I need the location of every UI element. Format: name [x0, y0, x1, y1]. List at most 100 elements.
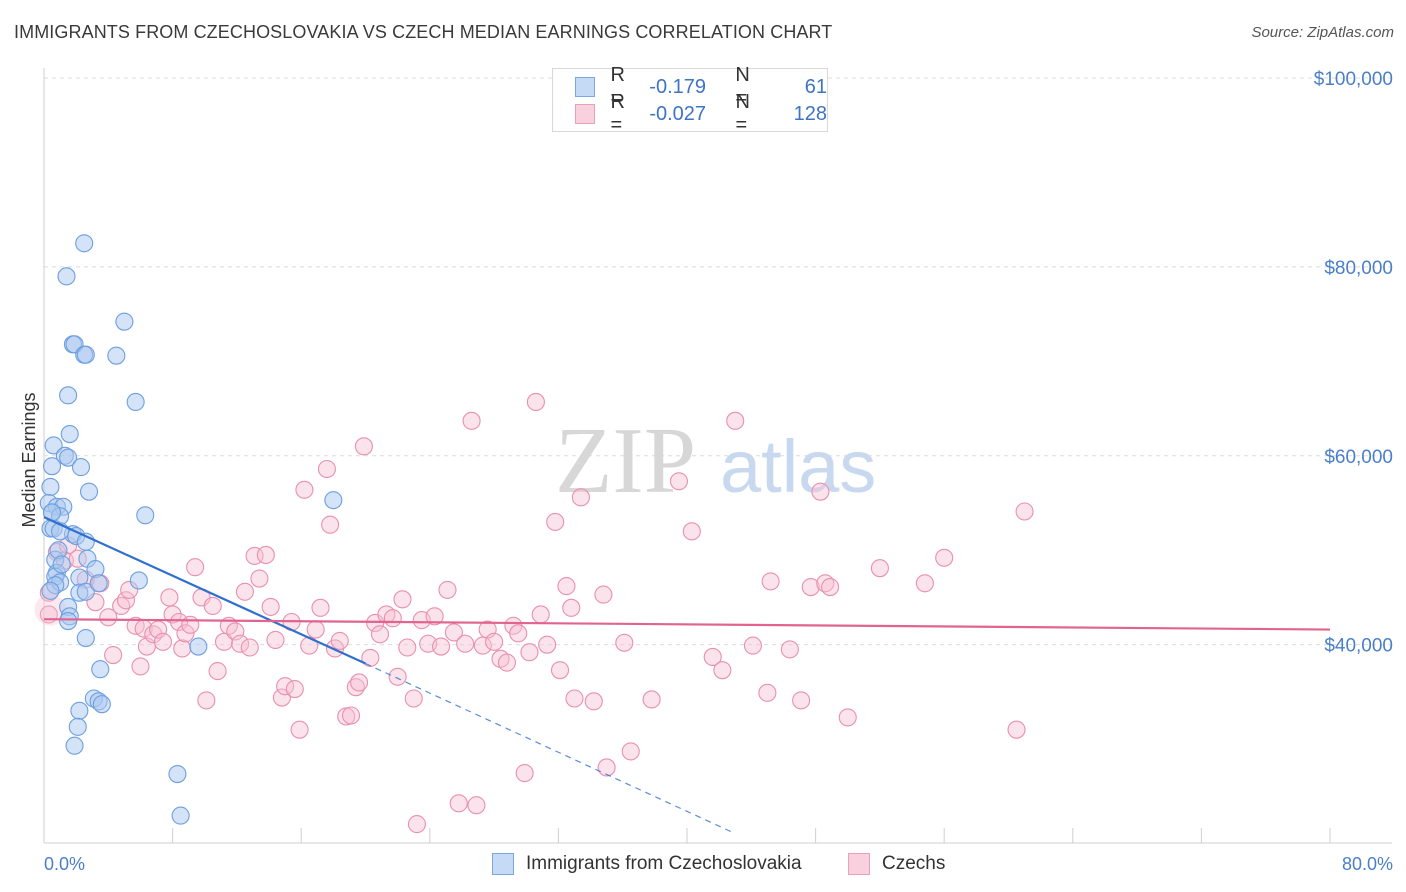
- czechs-point: [306, 620, 325, 639]
- legend-n-label: N =: [735, 91, 750, 136]
- czechs-point: [801, 578, 820, 597]
- czechoslovakia-point: [79, 482, 99, 501]
- czechs-point: [449, 794, 468, 813]
- czechs-point: [515, 764, 534, 783]
- czechs-point: [104, 646, 123, 665]
- czechoslovakia-trend-line: [43, 516, 366, 665]
- bottom-legend-label: Czechs: [882, 853, 946, 874]
- czechs-point: [531, 605, 550, 624]
- x-tick-label-start: 0.0%: [44, 854, 85, 874]
- bottom-legend-czechoslovakia: Immigrants from Czechoslovakia: [492, 852, 802, 876]
- czechs-point: [173, 639, 192, 658]
- y-tick-label: $40,000: [1324, 636, 1393, 657]
- czechs-point: [176, 624, 195, 643]
- czechs-point: [811, 482, 830, 501]
- czechs-point: [160, 588, 179, 607]
- y-tick-label: $100,000: [1314, 69, 1393, 90]
- czechs-point: [838, 708, 857, 727]
- chart-title: IMMIGRANTS FROM CZECHOSLOVAKIA VS CZECH …: [14, 22, 833, 42]
- legend-swatch-pink: [575, 104, 595, 124]
- czechs-point: [116, 591, 136, 610]
- czechs-point: [713, 661, 732, 680]
- czechs-point: [330, 631, 349, 650]
- czechs-point: [621, 742, 640, 761]
- czechs-point: [197, 691, 216, 710]
- x-tick-label-end: 80.0%: [1342, 854, 1393, 874]
- stats-legend: R = -0.179 N = 61 R = -0.027 N = 128: [552, 64, 828, 136]
- czechs-point: [272, 688, 291, 707]
- czechs-point: [550, 661, 570, 680]
- czechs-point: [1015, 502, 1034, 521]
- czechoslovakia-point: [68, 717, 87, 736]
- czechs-point: [354, 437, 373, 456]
- axis-labels: $40,000 $60,000 $80,000 $100,000 0.0% 80.0% Me…: [19, 69, 1393, 874]
- czechs-point: [181, 615, 200, 634]
- czechoslovakia-point: [168, 765, 187, 784]
- czechs-point: [317, 459, 336, 479]
- legend-r-value: -0.027: [649, 102, 707, 125]
- czechs-point-cluster: [34, 593, 67, 626]
- czechs-point: [321, 515, 340, 534]
- czechs-point: [935, 548, 954, 567]
- czechs-point: [467, 796, 486, 815]
- czechoslovakia-point: [75, 234, 94, 253]
- czechoslovakia-point: [91, 660, 110, 679]
- czechs-point: [407, 815, 426, 834]
- czechoslovakia-point: [59, 448, 78, 467]
- czechs-point: [370, 625, 390, 644]
- czechs-point: [584, 692, 603, 711]
- czechs-point: [682, 522, 701, 541]
- czechoslovakia-point: [76, 629, 95, 648]
- czechoslovakia-point: [189, 637, 208, 656]
- czechs-point: [546, 512, 565, 531]
- czechs-point: [266, 630, 285, 649]
- czechoslovakia-point: [42, 457, 62, 476]
- czechs-point: [208, 662, 227, 681]
- czechs-point: [597, 758, 616, 777]
- czechs-point: [444, 623, 463, 642]
- y-axis-title: Median Earnings: [19, 392, 39, 527]
- trend-lines: [43, 516, 1331, 835]
- czechs-point: [792, 691, 811, 710]
- czechs-point: [235, 582, 254, 601]
- czechs-trend-line: [43, 618, 1331, 631]
- czechs-point: [285, 680, 304, 699]
- czechs-point: [520, 643, 539, 662]
- czechs-points: [34, 392, 1034, 834]
- czechoslovakia-point: [136, 506, 155, 525]
- chart-source: Source: ZipAtlas.com: [1251, 24, 1394, 41]
- legend-r-value: -0.179: [649, 75, 707, 98]
- czechs-point: [642, 690, 661, 709]
- czechs-point: [341, 706, 361, 725]
- czechs-point: [393, 590, 412, 609]
- czechoslovakia-point: [171, 806, 190, 825]
- watermark: ZIP atlas: [555, 409, 876, 513]
- czechoslovakia-point: [41, 477, 60, 496]
- czechs-point: [256, 545, 275, 564]
- czechs-point: [703, 647, 722, 666]
- czechs-point: [462, 411, 481, 430]
- czechs-point: [669, 472, 689, 491]
- axes: [43, 68, 1392, 844]
- czechs-point: [404, 689, 423, 708]
- czechs-point: [240, 638, 259, 657]
- legend-n-value: 61: [804, 75, 827, 98]
- czechs-point: [726, 411, 745, 430]
- czechs-point: [758, 683, 777, 702]
- czechs-point: [203, 596, 222, 615]
- czechoslovakia-point: [76, 345, 95, 364]
- bottom-legend-czechs: Czechs: [848, 852, 945, 876]
- czechs-point: [131, 657, 150, 676]
- czechs-point: [432, 637, 451, 656]
- czechs-point: [526, 392, 545, 411]
- legend-row-czechs: R = -0.027 N = 128: [575, 91, 827, 136]
- czechs-point: [565, 689, 584, 708]
- czechs-point: [398, 638, 417, 657]
- watermark-atlas: atlas: [720, 425, 876, 508]
- czechs-point: [350, 673, 369, 692]
- czechs-point: [383, 609, 402, 628]
- czechoslovakia-point: [76, 582, 95, 601]
- bottom-legend-swatch-blue: [492, 853, 514, 875]
- czechs-point: [231, 634, 250, 653]
